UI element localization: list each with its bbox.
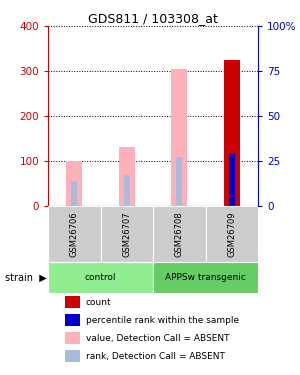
Bar [65,332,80,344]
Bar [153,206,206,262]
Bar [124,175,130,206]
Bar [176,157,182,206]
Text: GSM26706: GSM26706 [70,211,79,257]
Text: count: count [86,298,111,307]
Bar [71,181,77,206]
Text: value, Detection Call = ABSENT: value, Detection Call = ABSENT [86,334,229,343]
Text: rank, Detection Call = ABSENT: rank, Detection Call = ABSENT [86,352,225,361]
Text: GSM26707: GSM26707 [122,211,131,257]
Bar [48,262,153,293]
Text: control: control [85,273,116,282]
Bar [229,154,235,206]
Bar [206,206,258,262]
Bar [65,314,80,326]
Bar [153,262,258,293]
Bar [48,206,100,262]
Text: strain  ▶: strain ▶ [5,273,47,282]
Bar [100,206,153,262]
Bar [65,296,80,308]
Text: percentile rank within the sample: percentile rank within the sample [86,316,239,325]
Text: GSM26709: GSM26709 [227,211,236,257]
Bar [171,69,187,206]
Title: GDS811 / 103308_at: GDS811 / 103308_at [88,12,218,25]
Bar [224,60,240,206]
Text: GSM26708: GSM26708 [175,211,184,257]
Bar [119,147,135,206]
Text: APPSw transgenic: APPSw transgenic [165,273,246,282]
Bar [66,161,82,206]
Bar [65,351,80,362]
